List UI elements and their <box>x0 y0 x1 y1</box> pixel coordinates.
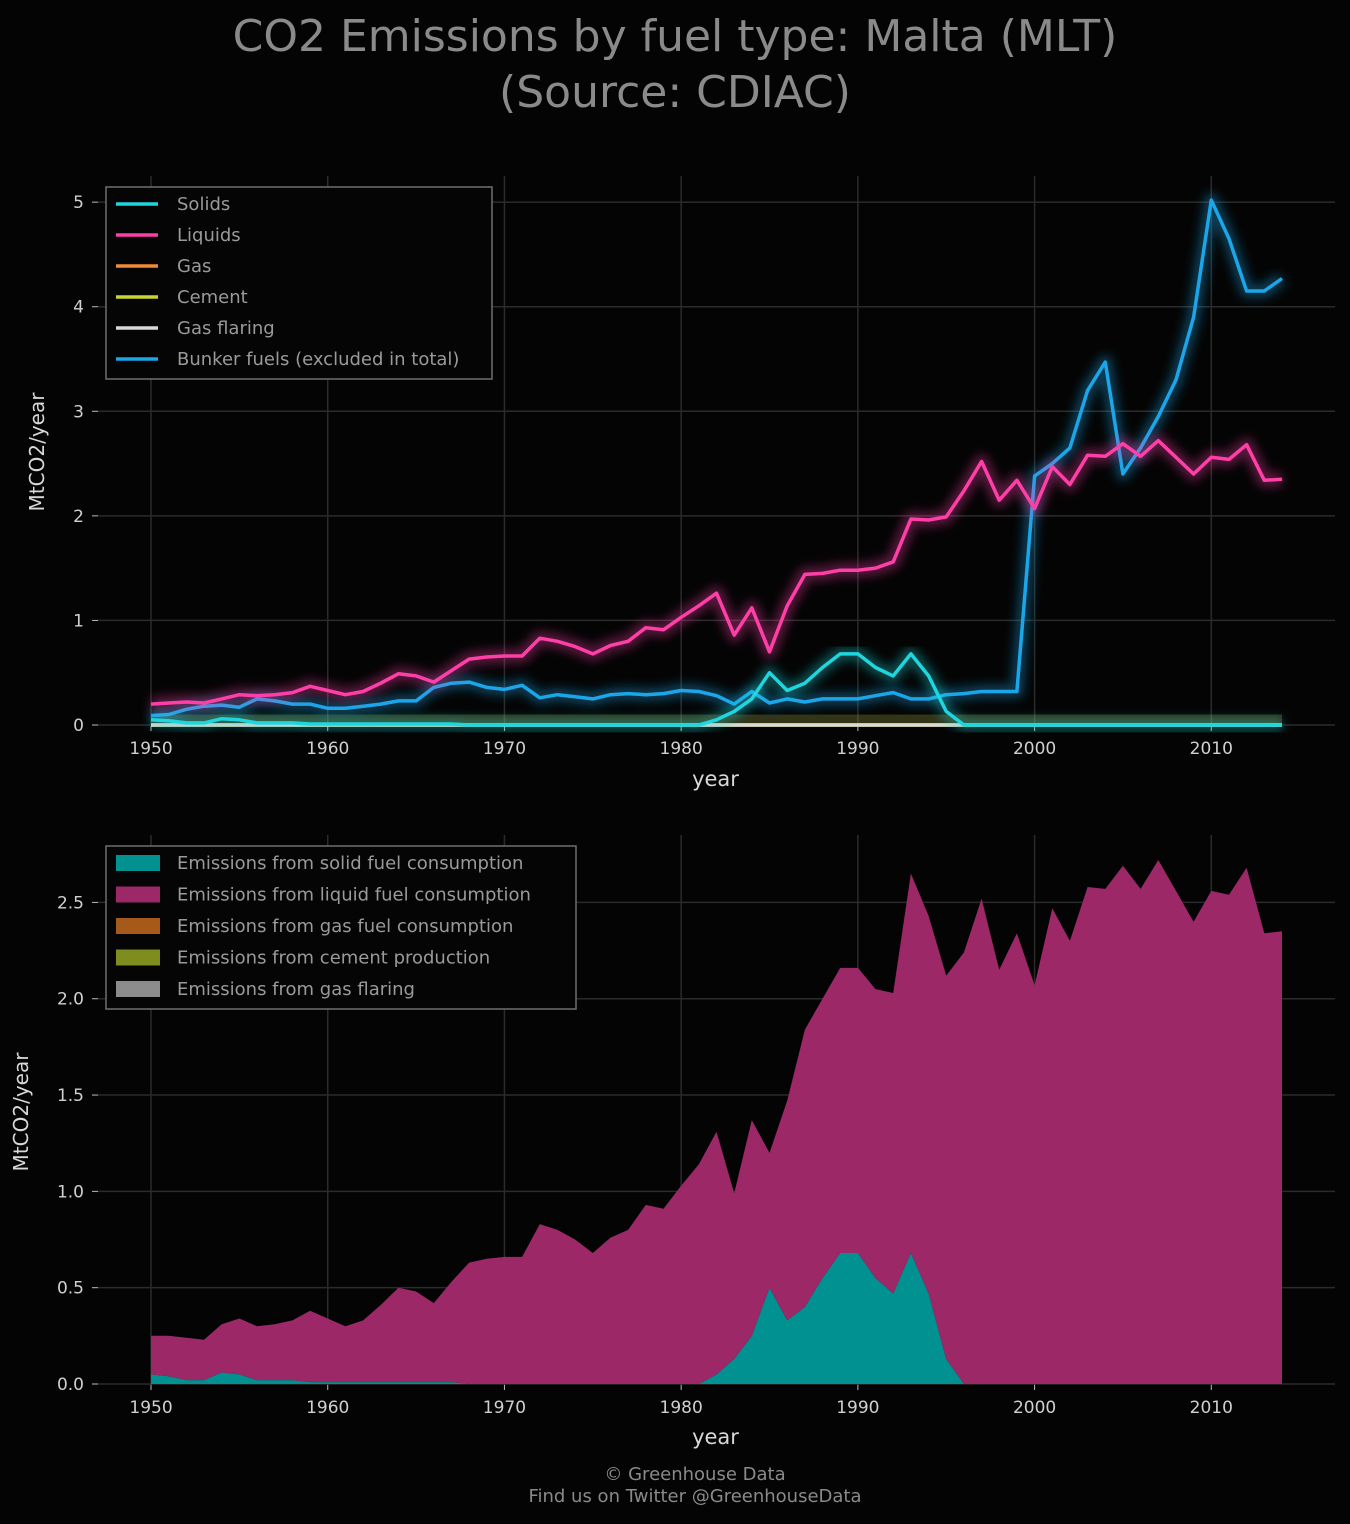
y-tick-label: 1.0 <box>57 1182 84 1202</box>
series-line <box>150 652 1282 727</box>
footer-twitter: Find us on Twitter @GreenhouseData <box>528 1486 862 1507</box>
legend-label: Emissions from gas flaring <box>177 979 415 1000</box>
y-tick-label: 0.0 <box>57 1375 84 1395</box>
legend: Solids Liquids Gas Cement Gas flaring Bunker … <box>105 186 493 380</box>
x-tick-label: 1950 <box>129 739 172 759</box>
series-area <box>151 860 1282 1384</box>
y-tick-label: 1 <box>73 611 84 631</box>
legend-label: Gas flaring <box>177 318 275 339</box>
x-tick-label: 1950 <box>129 1398 172 1418</box>
legend-box <box>105 186 493 380</box>
y-tick-label: 0 <box>73 716 84 736</box>
x-axis-label: year <box>692 1425 739 1449</box>
y-tick-label: 2.0 <box>57 990 84 1010</box>
legend-label: Cement <box>177 287 248 308</box>
x-tick-label: 1970 <box>483 739 526 759</box>
y-tick-label: 3 <box>73 402 84 422</box>
series-line <box>150 438 1283 706</box>
x-tick-label: 1960 <box>306 739 349 759</box>
legend-label: Solids <box>177 194 230 215</box>
legend-label: Emissions from liquid fuel consumption <box>177 885 531 906</box>
x-tick-label: 1990 <box>836 1398 879 1418</box>
series-line <box>150 198 1284 718</box>
y-axis-label: MtCO2/year <box>25 392 49 512</box>
x-tick-label: 2000 <box>1013 739 1056 759</box>
x-axis-label: year <box>692 767 739 791</box>
y-axis-label: MtCO2/year <box>9 1052 33 1172</box>
legend-label: Bunker fuels (excluded in total) <box>177 349 459 370</box>
x-tick-label: 2010 <box>1190 1398 1233 1418</box>
footer-credit: © Greenhouse Data <box>604 1464 786 1485</box>
area-chart: 1950 1960 1970 1980 1990 2000 2010 0.0 0.5 1.0 1.5… <box>9 835 1335 1449</box>
y-tick-label: 5 <box>73 193 84 213</box>
x-tick-label: 2000 <box>1013 1398 1056 1418</box>
y-tick-label: 1.5 <box>57 1086 84 1106</box>
line-chart: 1950 1960 1970 1980 1990 2000 2010 0 1 2 3 4 5 year Mt… <box>25 176 1335 791</box>
legend-label: Gas <box>177 256 211 277</box>
legend-swatch <box>116 918 160 934</box>
x-tick-label: 1980 <box>660 739 703 759</box>
series-glow <box>150 433 1283 712</box>
legend-swatch <box>116 855 160 871</box>
chart-title-line-1: CO2 Emissions by fuel type: Malta (MLT) <box>232 11 1118 62</box>
y-tick-label: 4 <box>73 298 84 318</box>
legend-label: Emissions from gas fuel consumption <box>177 916 513 937</box>
y-tick-label: 2 <box>73 507 84 527</box>
y-tick-label: 2.5 <box>57 893 84 913</box>
y-tick-label: 0.5 <box>57 1279 84 1299</box>
legend-label: Liquids <box>177 225 241 246</box>
x-tick-label: 2010 <box>1190 739 1233 759</box>
legend-swatch <box>116 949 160 966</box>
legend-label: Emissions from solid fuel consumption <box>177 853 523 874</box>
x-tick-label: 1960 <box>306 1398 349 1418</box>
legend-label: Emissions from cement production <box>177 948 490 969</box>
legend-swatch <box>116 886 160 903</box>
legend-box <box>105 845 577 1010</box>
x-tick-label: 1970 <box>483 1398 526 1418</box>
x-tick-label: 1990 <box>836 739 879 759</box>
legend: Emissions from solid fuel consumption Emi… <box>105 845 577 1010</box>
x-tick-label: 1980 <box>660 1398 703 1418</box>
chart-title-line-2: (Source: CDIAC) <box>499 67 851 118</box>
legend-swatch <box>116 981 160 997</box>
